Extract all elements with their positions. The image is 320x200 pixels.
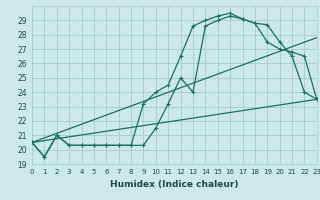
X-axis label: Humidex (Indice chaleur): Humidex (Indice chaleur) xyxy=(110,180,239,189)
